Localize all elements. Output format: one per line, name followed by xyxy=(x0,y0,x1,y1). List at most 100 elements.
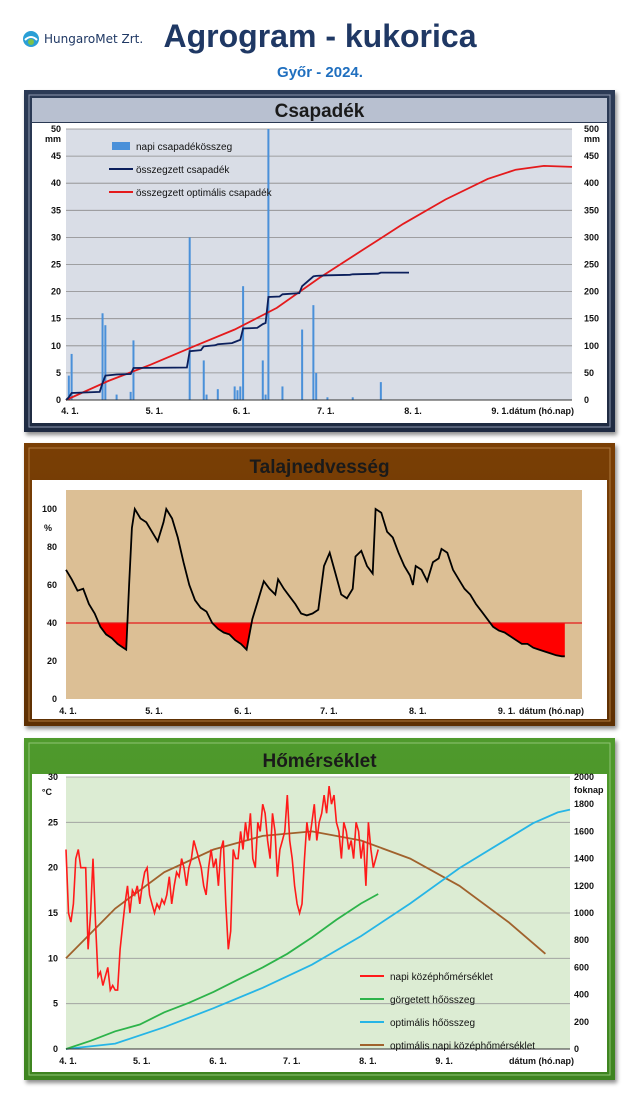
panel-frame xyxy=(28,742,611,1076)
y-tick-label-right: 200 xyxy=(584,287,599,297)
x-tick-label: 8. 1. xyxy=(409,706,427,716)
logo-text: HungaroMet Zrt. xyxy=(44,32,144,46)
y-tick-label-left: 15 xyxy=(51,314,61,324)
precip-bar xyxy=(351,397,354,400)
logo: HungaroMet Zrt. xyxy=(22,30,143,48)
moisture-deficit-area xyxy=(490,623,565,657)
panel-frame xyxy=(28,447,611,722)
y-unit: % xyxy=(44,523,52,533)
y-tick-label-right: 2000 xyxy=(574,772,594,782)
precip-bar xyxy=(129,391,132,400)
y-tick-label-right: 1800 xyxy=(574,799,594,809)
x-tick-label: 6. 1. xyxy=(234,706,252,716)
precip-bar xyxy=(379,382,382,400)
y-tick-label-left: 30 xyxy=(48,772,58,782)
soil-moisture-chart: Talajnedvesség 0 20 40 60 80 100% 4. 1. 5. 1. 6. … xyxy=(28,447,611,722)
y-tick-label: 0 xyxy=(52,694,57,704)
y-tick-label-right: 350 xyxy=(584,205,599,215)
y-tick-label-left: 20 xyxy=(51,287,61,297)
precip-bar xyxy=(315,372,318,400)
y-tick-label: 60 xyxy=(47,580,57,590)
temperature-panel: Hőmérséklet 0 5 10 15 20 25 30 0 200 400 600 800 1000… xyxy=(24,738,615,1080)
precip-bar xyxy=(216,389,219,400)
rolling-heat-sum-line xyxy=(65,893,379,1050)
precip-bar xyxy=(236,390,239,400)
x-tick-label: 6. 1. xyxy=(233,406,251,416)
y-tick-label-right: 50 xyxy=(584,368,594,378)
y-tick-label-left: 0 xyxy=(53,1044,58,1054)
y-tick-label-left: 0 xyxy=(56,395,61,405)
panel-frame xyxy=(28,94,611,428)
y-tick-label-right: 450 xyxy=(584,151,599,161)
precipitation-chart: Csapadék05101520253035404550050100150200… xyxy=(28,94,611,428)
y-tick-label-left: 5 xyxy=(56,368,61,378)
x-tick-label: 7. 1. xyxy=(317,406,335,416)
title-bar xyxy=(32,98,607,122)
daily-mean-temp-line xyxy=(65,785,379,993)
y-tick-label-left: 25 xyxy=(48,817,58,827)
x-axis-label: dátum (hó.nap) xyxy=(509,406,574,416)
y-tick-label-left: 50 xyxy=(51,124,61,134)
y-tick-label-left: 10 xyxy=(51,341,61,351)
soil-moisture-line xyxy=(65,506,565,658)
x-tick-label: 9. 1. xyxy=(498,706,516,716)
precipitation-panel: Csapadék 0 5 10 15 20 25 30 35 40 45 50 0 50 100 150 200… xyxy=(24,90,615,432)
precip-bar xyxy=(188,237,191,400)
precip-bar xyxy=(281,386,284,400)
y-tick-label-right: 1600 xyxy=(574,826,594,836)
precip-bar xyxy=(233,386,236,400)
y-tick-label-right: 600 xyxy=(574,962,589,972)
y-tick-label-right: 1400 xyxy=(574,854,594,864)
plot-area xyxy=(66,490,582,699)
precip-bar xyxy=(239,386,242,400)
precip-bar xyxy=(202,360,205,400)
y-tick-label-left: 30 xyxy=(51,232,61,242)
precip-bar xyxy=(264,394,267,400)
y-tick-label-right: 500 xyxy=(584,124,599,134)
chart-title: Hőmérséklet xyxy=(262,751,377,772)
y-unit-right: foknap xyxy=(574,785,604,795)
y-tick-label-right: 800 xyxy=(574,935,589,945)
y-tick-label: 20 xyxy=(47,656,57,666)
legend-label: görgetett hőösszeg xyxy=(390,995,475,1006)
y-tick-label-right: 0 xyxy=(574,1044,579,1054)
cumulative-precip-line xyxy=(65,271,409,401)
chart-title: Csapadék xyxy=(275,101,365,122)
optimal-heat-sum-line xyxy=(65,808,571,1050)
legend-swatch-bars xyxy=(112,142,130,150)
y-unit-right: mm xyxy=(584,134,600,144)
precip-bar xyxy=(261,360,264,400)
x-tick-label: 7. 1. xyxy=(320,706,338,716)
legend-label: napi középhőmérséklet xyxy=(390,972,493,983)
y-tick-label-left: 25 xyxy=(51,260,61,270)
precip-bar xyxy=(242,286,245,400)
legend-label: összegzett optimális csapadék xyxy=(136,188,273,199)
page-title: Agrogram - kukorica xyxy=(163,18,477,54)
precip-bar xyxy=(101,313,104,400)
legend-label: optimális hőösszeg xyxy=(390,1018,475,1029)
moisture-deficit-area xyxy=(98,623,128,650)
logo-icon xyxy=(23,31,39,47)
precip-bar xyxy=(301,329,304,400)
y-tick-label-right: 1200 xyxy=(574,881,594,891)
x-tick-label: 7. 1. xyxy=(283,1056,301,1066)
y-tick-label: 100 xyxy=(42,504,57,514)
y-tick-label-right: 400 xyxy=(574,990,589,1000)
precip-bar xyxy=(267,129,270,400)
precip-bar xyxy=(104,325,107,400)
y-unit-left: mm xyxy=(45,134,61,144)
y-tick-label-right: 200 xyxy=(574,1017,589,1027)
y-unit-left: °C xyxy=(42,787,53,797)
x-tick-label: 5. 1. xyxy=(133,1056,151,1066)
precip-bar xyxy=(205,394,208,400)
legend-label: napi csapadékösszeg xyxy=(136,142,232,153)
precip-bar xyxy=(70,353,73,400)
y-tick-label-left: 5 xyxy=(53,999,58,1009)
y-tick-label: 40 xyxy=(47,618,57,628)
optimal-precip-line xyxy=(65,164,573,401)
x-tick-label: 4. 1. xyxy=(61,406,79,416)
x-tick-label: 5. 1. xyxy=(145,706,163,716)
y-tick-label-left: 10 xyxy=(48,953,58,963)
x-tick-label: 4. 1. xyxy=(59,1056,77,1066)
y-tick-label-left: 15 xyxy=(48,908,58,918)
